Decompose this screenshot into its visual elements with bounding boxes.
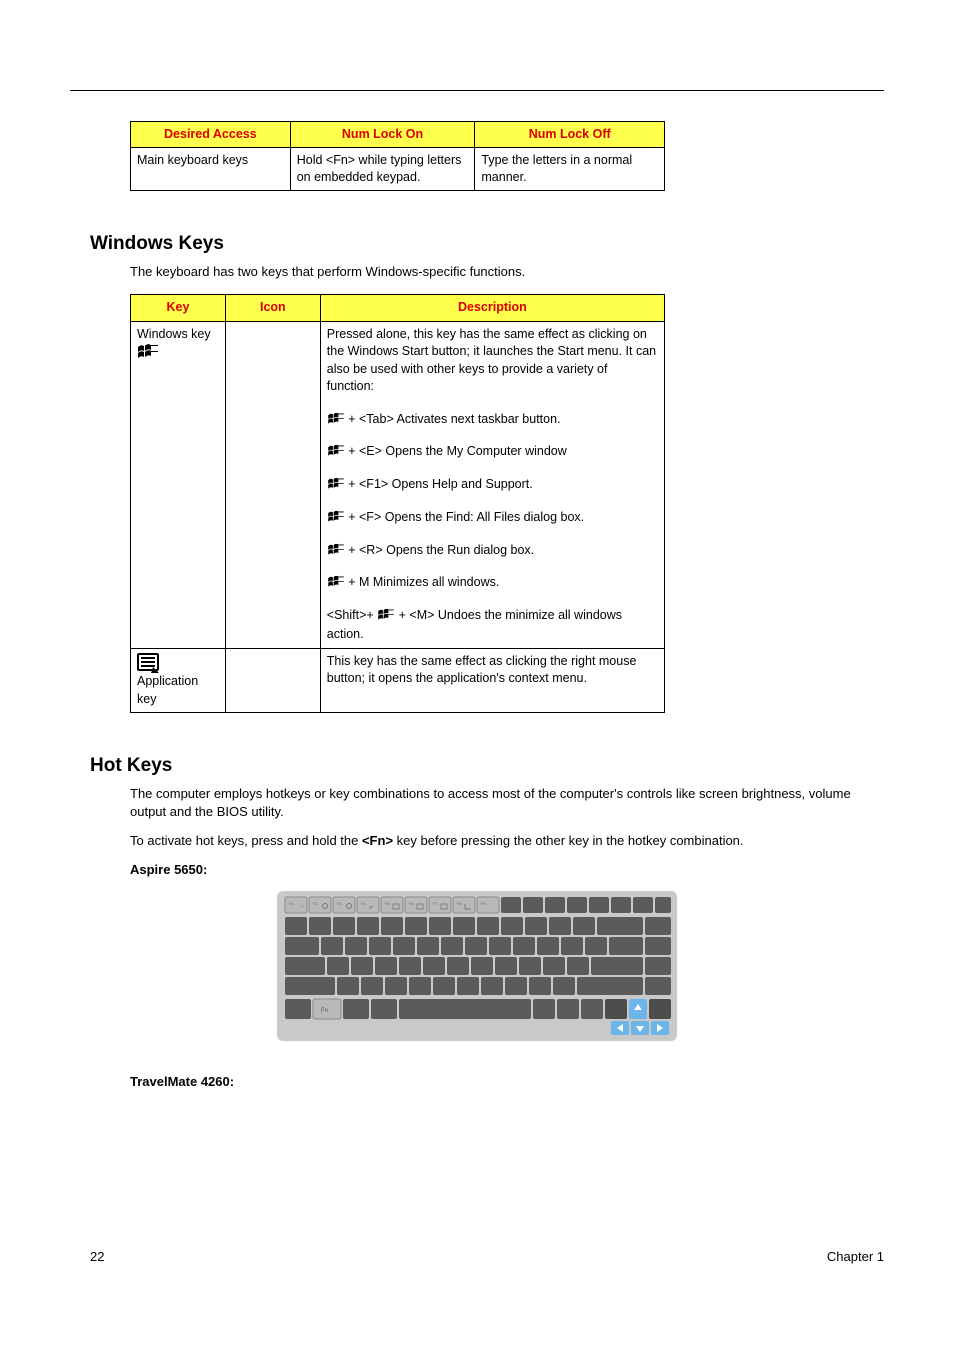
- top-divider: [70, 90, 884, 91]
- windows-logo-icon: [327, 412, 345, 426]
- cell-desired: Main keyboard keys: [131, 147, 291, 190]
- svg-text:F9: F9: [481, 901, 486, 906]
- svg-text:F6: F6: [409, 901, 414, 906]
- windows-logo-icon: [377, 608, 395, 622]
- table-row: Main keyboard keys Hold <Fn> while typin…: [131, 147, 665, 190]
- svg-text:F8: F8: [457, 901, 462, 906]
- svg-text:F5: F5: [385, 901, 390, 906]
- app-key-desc: This key has the same effect as clicking…: [320, 648, 664, 713]
- shortcut-m: + M Minimizes all windows.: [327, 573, 658, 592]
- shortcut-e: + <E> Opens the My Computer window: [327, 442, 658, 461]
- cell-numlock-off: Type the letters in a normal manner.: [475, 147, 665, 190]
- svg-text:F3: F3: [337, 901, 342, 906]
- shortcut-f: + <F> Opens the Find: All Files dialog b…: [327, 508, 658, 527]
- page-number: 22: [90, 1249, 104, 1264]
- icon-cell: [225, 648, 320, 713]
- svg-text:F1: F1: [289, 901, 294, 906]
- page-footer: 22 Chapter 1: [70, 1249, 884, 1264]
- th-key: Key: [131, 295, 226, 322]
- svg-text:F7: F7: [433, 901, 438, 906]
- cell-numlock-on: Hold <Fn> while typing letters on embedd…: [290, 147, 475, 190]
- th-description: Description: [320, 295, 664, 322]
- shortcut-r: + <R> Opens the Run dialog box.: [327, 541, 658, 560]
- windows-logo-icon: [327, 575, 345, 589]
- th-num-lock-on: Num Lock On: [290, 122, 475, 148]
- shortcut-tab: + <Tab> Activates next taskbar button.: [327, 410, 658, 429]
- th-icon: Icon: [225, 295, 320, 322]
- keyboard-illustration: F1? F2 F3 F4z² F5 F6 F7 F8 F9: [70, 891, 884, 1044]
- hot-keys-intro: The computer employs hotkeys or key comb…: [130, 785, 884, 820]
- windows-key-desc: Pressed alone, this key has the same eff…: [327, 326, 658, 396]
- svg-text:F2: F2: [313, 901, 318, 906]
- key-label: Windows key: [137, 327, 211, 341]
- windows-logo-icon: [327, 510, 345, 524]
- model-aspire: Aspire 5650:: [130, 862, 884, 877]
- app-key-label: Application key: [137, 674, 198, 706]
- icon-cell: [225, 321, 320, 648]
- model-travelmate: TravelMate 4260:: [130, 1074, 884, 1089]
- th-num-lock-off: Num Lock Off: [475, 122, 665, 148]
- table-row-application-key: Application key This key has the same ef…: [131, 648, 665, 713]
- windows-logo-icon: [327, 477, 345, 491]
- windows-logo-icon: [327, 444, 345, 458]
- context-menu-icon: [137, 657, 159, 671]
- svg-text:z²: z²: [369, 905, 374, 911]
- hot-keys-activate: To activate hot keys, press and hold the…: [130, 832, 884, 850]
- svg-text:Fn: Fn: [321, 1008, 328, 1014]
- access-table: Desired Access Num Lock On Num Lock Off …: [130, 121, 665, 191]
- shortcut-f1: + <F1> Opens Help and Support.: [327, 475, 658, 494]
- keys-table: Key Icon Description Windows key Pressed…: [130, 294, 665, 713]
- windows-logo-icon: [137, 348, 159, 362]
- table-row-windows-key: Windows key Pressed alone, this key has …: [131, 321, 665, 648]
- heading-hot-keys: Hot Keys: [90, 755, 884, 777]
- shortcut-shift-m: <Shift>+ + <M> Undoes the minimize all w…: [327, 606, 658, 644]
- svg-text:F4: F4: [361, 901, 366, 906]
- windows-logo-icon: [327, 543, 345, 557]
- th-desired-access: Desired Access: [131, 122, 291, 148]
- chapter-label: Chapter 1: [827, 1249, 884, 1264]
- heading-windows-keys: Windows Keys: [90, 233, 884, 255]
- windows-keys-intro: The keyboard has two keys that perform W…: [130, 263, 884, 281]
